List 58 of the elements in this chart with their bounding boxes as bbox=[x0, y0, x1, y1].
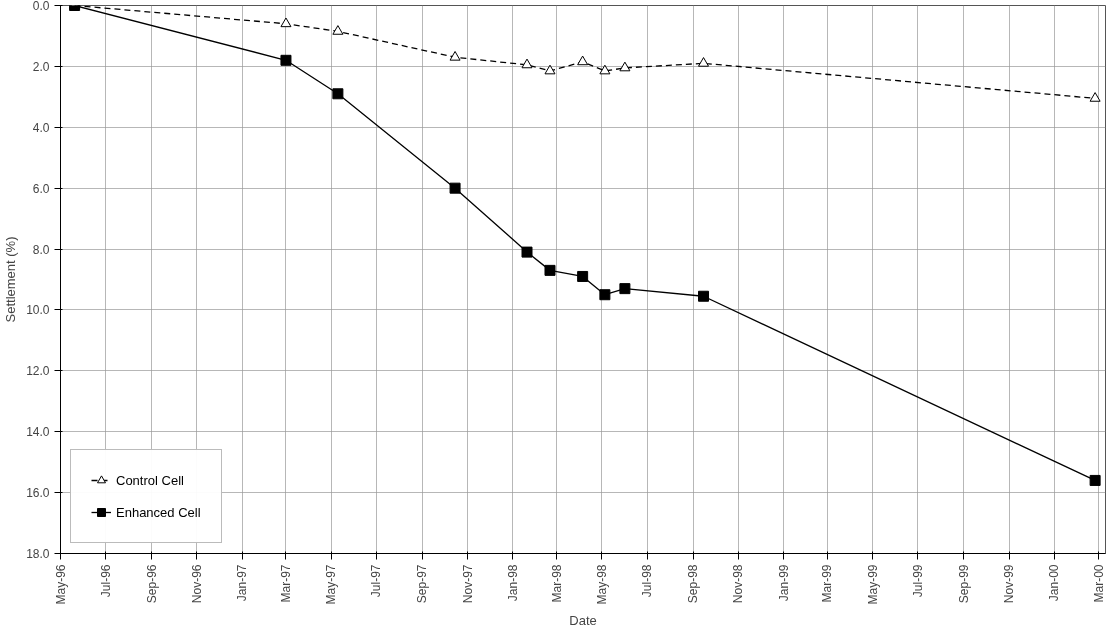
point bbox=[280, 17, 292, 28]
y-tick-label: 16.0 bbox=[26, 486, 50, 501]
point bbox=[619, 283, 631, 295]
point bbox=[449, 50, 461, 61]
y-tick-label: 6.0 bbox=[32, 181, 50, 196]
x-tick-label: Jul-97 bbox=[369, 564, 384, 598]
y-axis-title: Settlement (%) bbox=[3, 236, 19, 323]
x-tick-label: Sep-99 bbox=[956, 564, 971, 604]
x-tick-label: Nov-98 bbox=[731, 564, 746, 604]
point bbox=[521, 58, 533, 69]
y-tick-label: 0.0 bbox=[32, 0, 50, 13]
x-tick-label: Nov-96 bbox=[189, 564, 204, 604]
x-tick-label: May-99 bbox=[865, 564, 880, 605]
x-axis-title: Date bbox=[569, 612, 597, 628]
point bbox=[544, 264, 556, 276]
point bbox=[544, 64, 556, 75]
x-tick-label: Mar-98 bbox=[549, 564, 564, 603]
x-tick-label: Mar-97 bbox=[278, 564, 293, 603]
y-tick-label: 18.0 bbox=[26, 547, 50, 561]
x-tick-label: Nov-97 bbox=[460, 564, 475, 604]
point bbox=[521, 246, 533, 258]
legend-label: Enhanced Cell bbox=[116, 504, 201, 520]
point bbox=[599, 64, 611, 75]
x-tick-label: Sep-96 bbox=[144, 564, 159, 604]
y-tick-label: 12.0 bbox=[26, 364, 50, 379]
x-tick-label: Nov-99 bbox=[1002, 564, 1017, 604]
point bbox=[577, 55, 589, 66]
point bbox=[619, 61, 631, 72]
x-tick-label: May-96 bbox=[53, 564, 68, 605]
point bbox=[599, 289, 611, 301]
point bbox=[698, 57, 710, 67]
x-tick-label: Mar-00 bbox=[1091, 564, 1106, 603]
x-tick-label: Jul-98 bbox=[640, 564, 655, 598]
point bbox=[1089, 92, 1101, 102]
x-tick-label: Mar-99 bbox=[820, 564, 835, 603]
x-tick-label: Jul-96 bbox=[98, 564, 113, 598]
point bbox=[698, 290, 710, 302]
x-tick-label: Jan-98 bbox=[505, 564, 520, 602]
point bbox=[332, 88, 344, 100]
x-tick-label: Sep-97 bbox=[415, 564, 430, 604]
x-tick-label: Jan-97 bbox=[235, 564, 250, 602]
point bbox=[280, 54, 292, 66]
x-tick-label: May-98 bbox=[594, 564, 609, 605]
point bbox=[577, 270, 589, 282]
x-tick-label: Sep-98 bbox=[686, 564, 701, 604]
point bbox=[1089, 474, 1101, 486]
x-tick-label: May-97 bbox=[324, 564, 339, 605]
point bbox=[449, 182, 461, 194]
y-tick-label: 4.0 bbox=[32, 120, 50, 135]
y-tick-label: 10.0 bbox=[26, 303, 50, 318]
y-tick-label: 14.0 bbox=[26, 425, 50, 440]
y-tick-label: 2.0 bbox=[32, 59, 50, 74]
legend-label: Control Cell bbox=[116, 472, 184, 488]
y-tick-label: 8.0 bbox=[32, 242, 50, 257]
x-tick-label: Jan-00 bbox=[1047, 564, 1062, 602]
x-tick-label: Jan-99 bbox=[776, 564, 791, 602]
x-tick-label: Jul-99 bbox=[910, 564, 925, 598]
point bbox=[332, 25, 344, 35]
